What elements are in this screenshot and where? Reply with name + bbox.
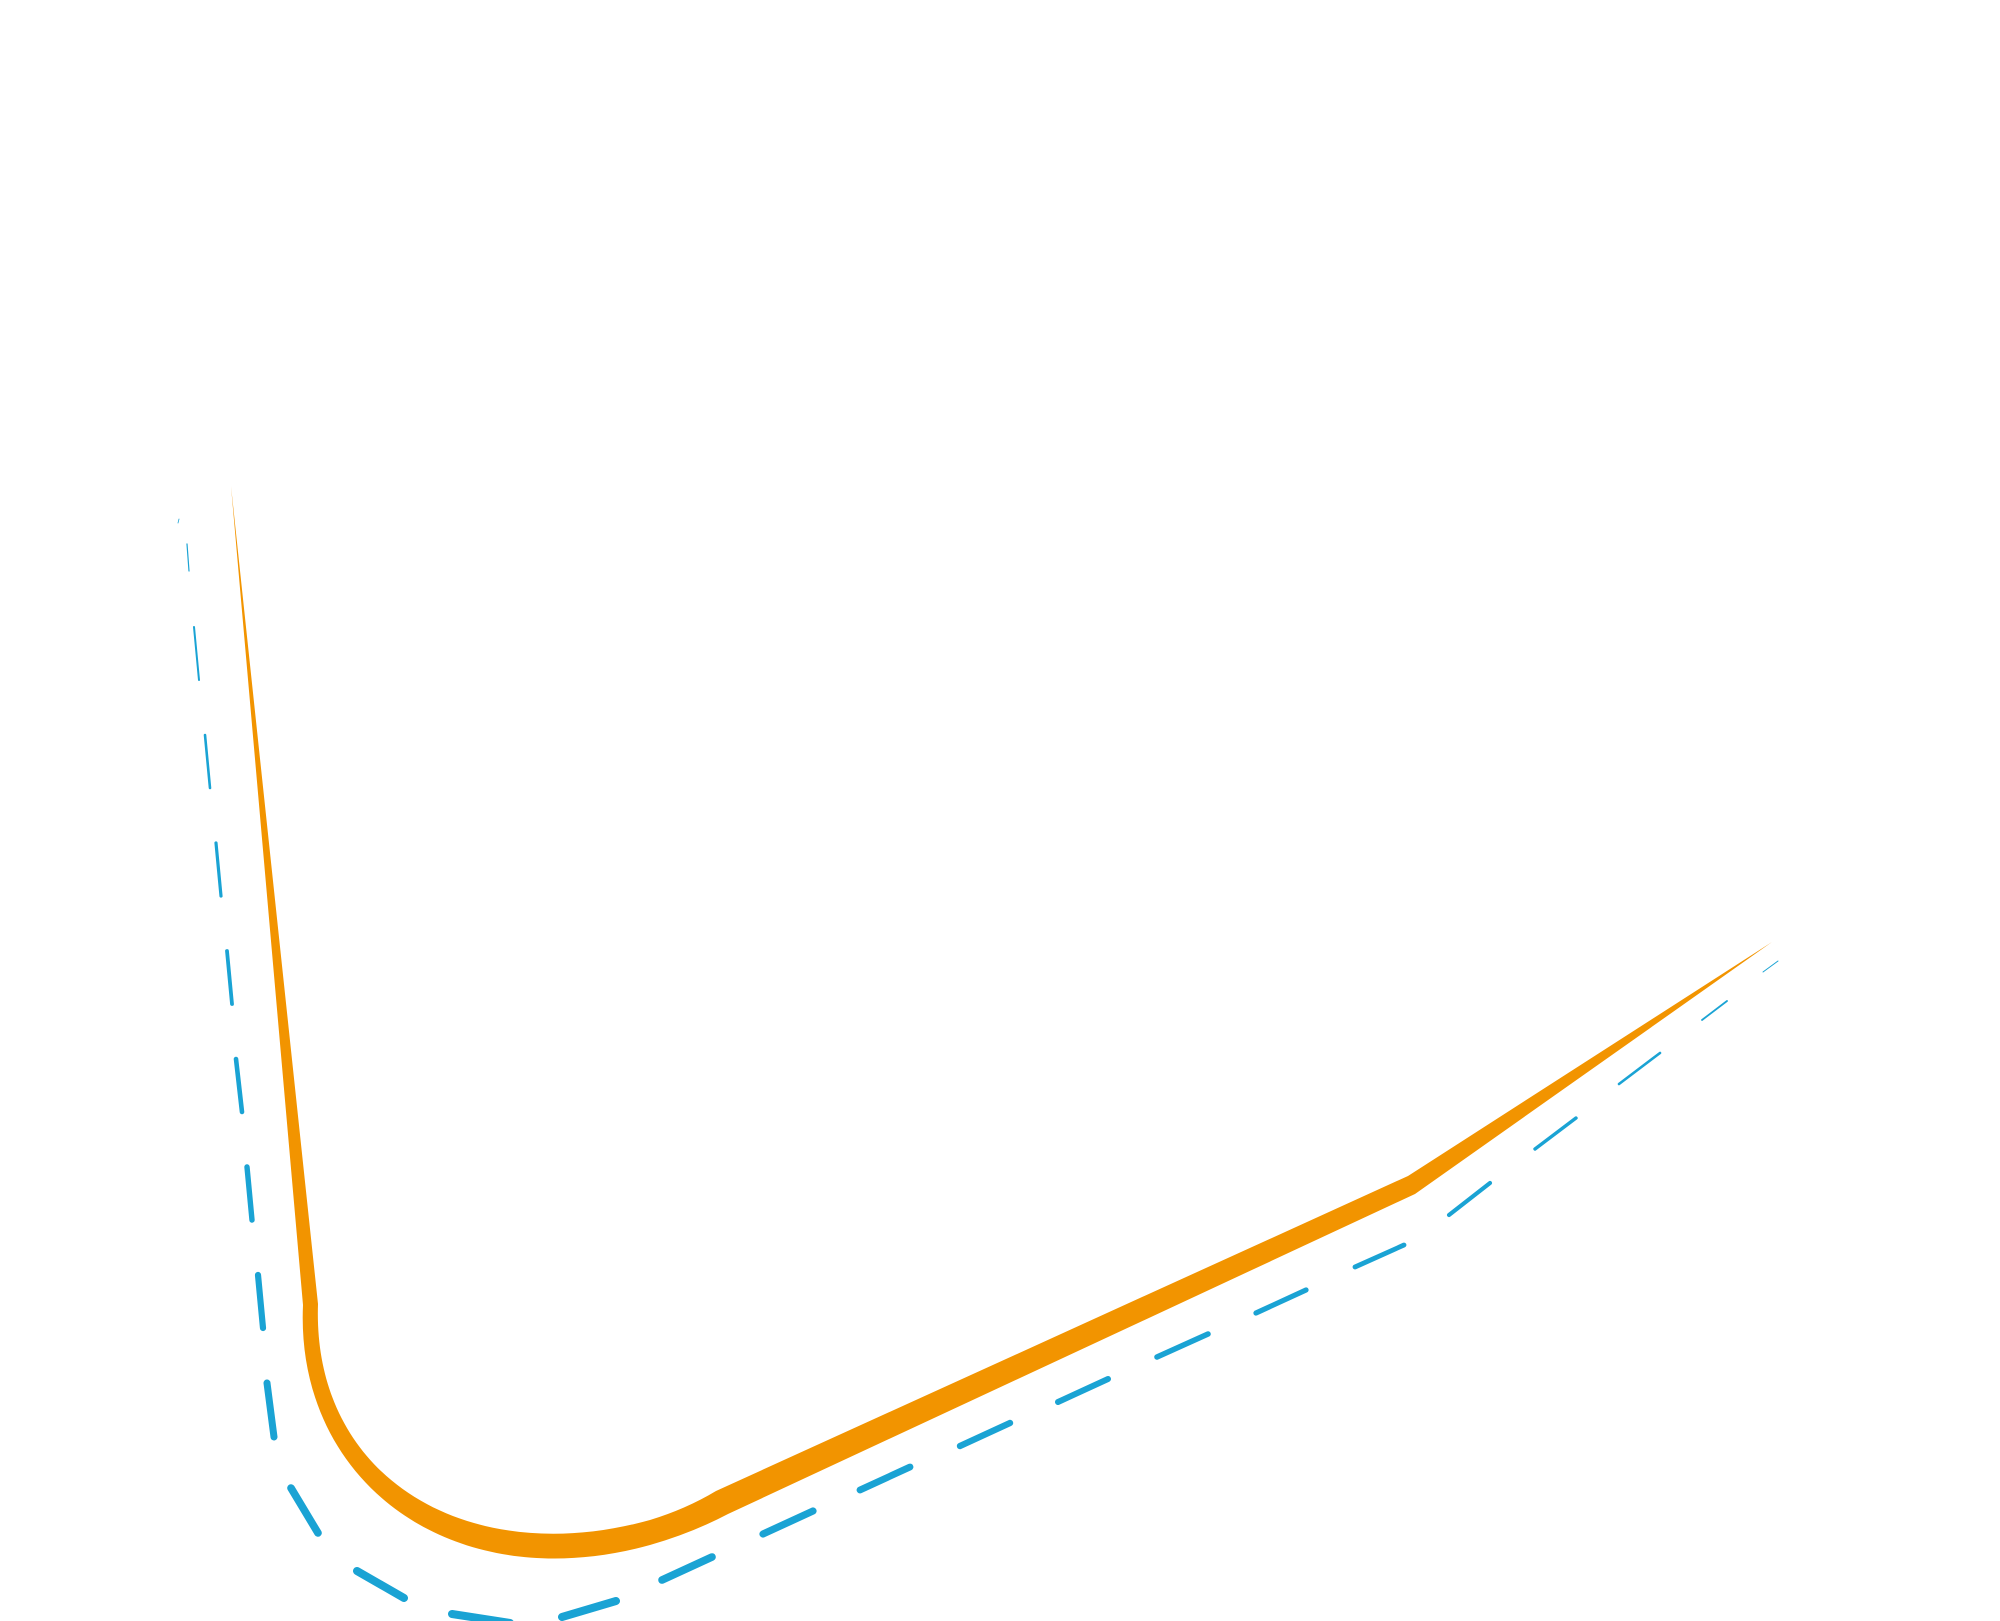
blue-dash-segment — [448, 1610, 514, 1621]
blue-dash-segment — [1055, 1376, 1111, 1405]
blue-dash-segment — [1762, 960, 1779, 973]
blue-dash-segment — [856, 1463, 914, 1494]
blue-dash-segment — [233, 1056, 245, 1115]
blue-dash-segment — [287, 1484, 322, 1537]
blue-dash-segment — [193, 626, 200, 681]
blue-dash-segment — [203, 733, 212, 790]
blue-dash-segment — [1253, 1287, 1309, 1316]
blue-dash-segment — [1352, 1242, 1407, 1270]
blue-dash-segment — [759, 1507, 817, 1538]
blue-dash-segment — [263, 1379, 278, 1441]
blue-dash-segment — [353, 1567, 408, 1602]
blue-dash-segment — [214, 841, 223, 898]
blue-dash-segment — [1533, 1116, 1578, 1151]
blue-dash-segment — [1617, 1051, 1662, 1086]
blue-dash-segment — [1154, 1331, 1211, 1360]
blue-dash-segment — [1446, 1180, 1493, 1218]
blue-dash-segment — [956, 1419, 1014, 1450]
blue-dash-segment — [225, 949, 234, 1006]
blue-dash-segment — [558, 1597, 620, 1621]
blue-dash-segment — [177, 518, 180, 524]
blue-dash-segment — [244, 1164, 255, 1223]
blue-dash-segment — [254, 1271, 267, 1332]
blue-dash-segment — [658, 1553, 716, 1584]
blue-dash-segment — [186, 543, 190, 572]
blue-dashed-line — [177, 518, 1779, 1621]
blue-dash-segment — [1701, 1000, 1728, 1021]
